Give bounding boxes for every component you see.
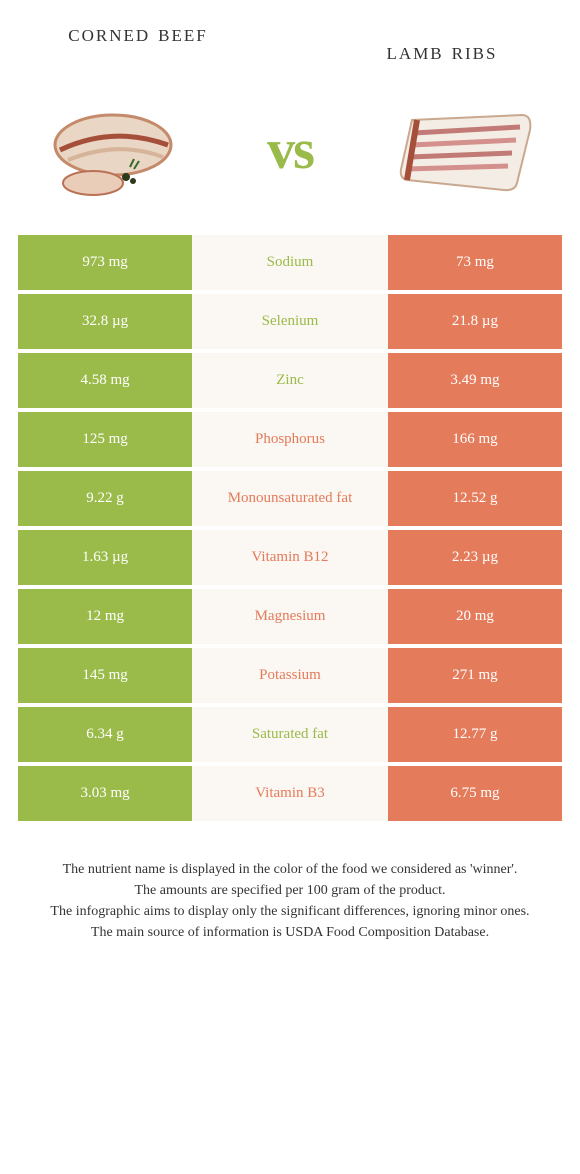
left-value: 973 mg bbox=[18, 235, 192, 290]
vs-label: vs bbox=[267, 118, 313, 182]
left-value: 1.63 µg bbox=[18, 530, 192, 585]
table-row: 9.22 gMonounsaturated fat12.52 g bbox=[18, 471, 562, 526]
table-row: 6.34 gSaturated fat12.77 g bbox=[18, 707, 562, 762]
left-value: 12 mg bbox=[18, 589, 192, 644]
nutrient-label: Saturated fat bbox=[192, 707, 388, 762]
footer-notes: The nutrient name is displayed in the co… bbox=[18, 859, 562, 943]
footer-line: The amounts are specified per 100 gram o… bbox=[24, 880, 556, 901]
comparison-table: 973 mgSodium73 mg32.8 µgSelenium21.8 µg4… bbox=[18, 235, 562, 821]
right-value: 2.23 µg bbox=[388, 530, 562, 585]
left-value: 9.22 g bbox=[18, 471, 192, 526]
nutrient-label: Monounsaturated fat bbox=[192, 471, 388, 526]
table-row: 1.63 µgVitamin B122.23 µg bbox=[18, 530, 562, 585]
images-row: vs bbox=[18, 85, 562, 215]
footer-line: The infographic aims to display only the… bbox=[24, 901, 556, 922]
table-row: 12 mgMagnesium20 mg bbox=[18, 589, 562, 644]
right-food-title: lamb ribs bbox=[352, 38, 532, 67]
right-value: 12.52 g bbox=[388, 471, 562, 526]
footer-line: The nutrient name is displayed in the co… bbox=[24, 859, 556, 880]
nutrient-label: Magnesium bbox=[192, 589, 388, 644]
right-value: 271 mg bbox=[388, 648, 562, 703]
nutrient-label: Vitamin B3 bbox=[192, 766, 388, 821]
table-row: 973 mgSodium73 mg bbox=[18, 235, 562, 290]
nutrient-label: Vitamin B12 bbox=[192, 530, 388, 585]
table-row: 3.03 mgVitamin B36.75 mg bbox=[18, 766, 562, 821]
header: corned beef lamb ribs bbox=[18, 20, 562, 77]
right-value: 20 mg bbox=[388, 589, 562, 644]
left-value: 3.03 mg bbox=[18, 766, 192, 821]
left-value: 145 mg bbox=[18, 648, 192, 703]
footer-line: The main source of information is USDA F… bbox=[24, 922, 556, 943]
right-value: 6.75 mg bbox=[388, 766, 562, 821]
nutrient-label: Potassium bbox=[192, 648, 388, 703]
left-food-title: corned beef bbox=[48, 20, 228, 49]
right-value: 166 mg bbox=[388, 412, 562, 467]
left-value: 32.8 µg bbox=[18, 294, 192, 349]
right-value: 73 mg bbox=[388, 235, 562, 290]
left-food-image bbox=[28, 95, 208, 205]
table-row: 125 mgPhosphorus166 mg bbox=[18, 412, 562, 467]
left-value: 4.58 mg bbox=[18, 353, 192, 408]
nutrient-label: Phosphorus bbox=[192, 412, 388, 467]
right-food-image bbox=[372, 95, 552, 205]
left-value: 6.34 g bbox=[18, 707, 192, 762]
table-row: 32.8 µgSelenium21.8 µg bbox=[18, 294, 562, 349]
right-value: 3.49 mg bbox=[388, 353, 562, 408]
nutrient-label: Selenium bbox=[192, 294, 388, 349]
table-row: 4.58 mgZinc3.49 mg bbox=[18, 353, 562, 408]
nutrient-label: Sodium bbox=[192, 235, 388, 290]
left-value: 125 mg bbox=[18, 412, 192, 467]
table-row: 145 mgPotassium271 mg bbox=[18, 648, 562, 703]
right-value: 12.77 g bbox=[388, 707, 562, 762]
right-value: 21.8 µg bbox=[388, 294, 562, 349]
nutrient-label: Zinc bbox=[192, 353, 388, 408]
